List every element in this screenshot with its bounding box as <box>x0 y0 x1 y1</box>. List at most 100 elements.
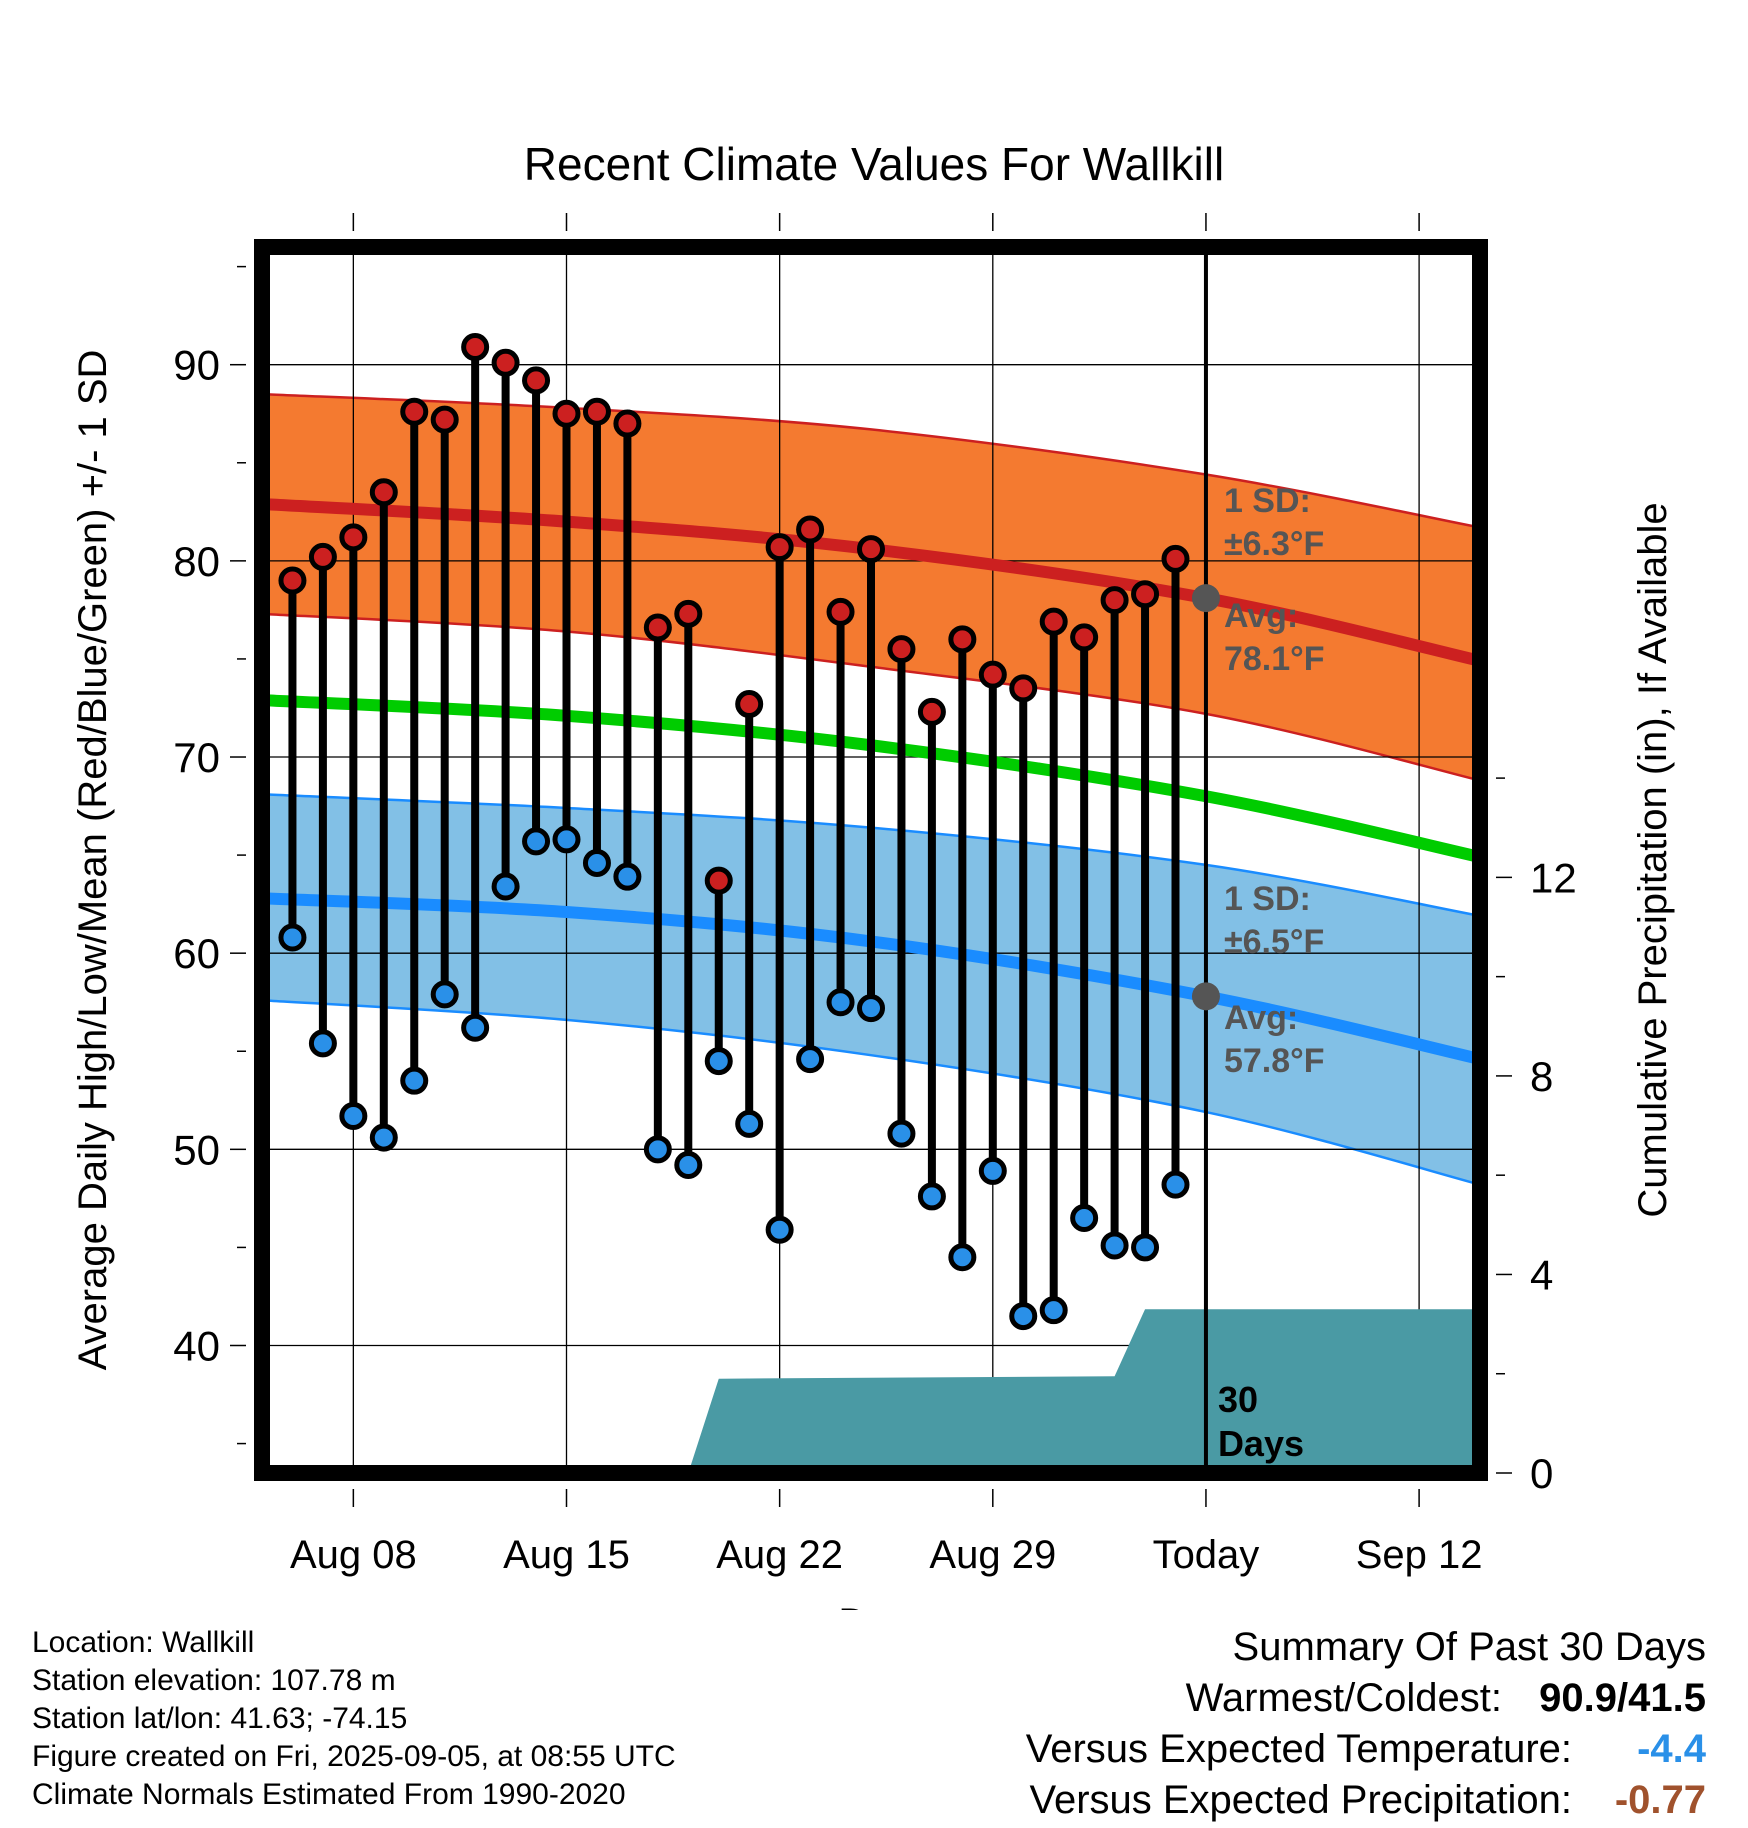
daily-high-point <box>552 399 581 428</box>
y-tick-label: 40 <box>173 1322 220 1369</box>
today-days-word: Days <box>1218 1423 1304 1464</box>
summary-title: Summary Of Past 30 Days <box>1232 1625 1706 1669</box>
summary-warm-cold: Warmest/Coldest: 90.9/41.5 <box>1026 1673 1706 1724</box>
y2-tick-label: 8 <box>1530 1053 1553 1100</box>
x-tick-label: Aug 08 <box>290 1533 417 1577</box>
daily-high-point <box>735 690 764 719</box>
x-tick-label: Sep 12 <box>1356 1533 1483 1577</box>
daily-low-point <box>1100 1231 1129 1260</box>
daily-low-point <box>674 1151 703 1180</box>
precip-anomaly-value: -0.77 <box>1614 1778 1706 1822</box>
daily-high-point <box>704 866 733 895</box>
daily-low-point <box>582 848 611 877</box>
daily-low-point <box>978 1156 1007 1185</box>
daily-low-point <box>400 1066 429 1095</box>
daily-low-point <box>613 862 642 891</box>
low-sd-value: ±6.5°F <box>1224 923 1324 961</box>
daily-low-point <box>1039 1296 1068 1325</box>
daily-low-point <box>461 1013 490 1042</box>
chart-title: Recent Climate Values For Wallkill <box>524 138 1224 190</box>
low-sd-label: 1 SD: <box>1224 880 1311 918</box>
y2-tick-label: 0 <box>1530 1450 1553 1497</box>
x-axis-label: Day <box>838 1601 909 1610</box>
daily-low-point <box>735 1109 764 1138</box>
daily-high-point <box>308 542 337 571</box>
normals-text: Climate Normals Estimated From 1990-2020 <box>32 1778 626 1811</box>
latlon-text: Station lat/lon: 41.63; -74.15 <box>32 1702 408 1735</box>
today-high-avg-marker <box>1191 584 1220 613</box>
daily-low-point <box>278 923 307 952</box>
daily-high-point <box>582 397 611 426</box>
x-tick-label: Aug 29 <box>929 1533 1056 1577</box>
today-days-number: 30 <box>1218 1379 1258 1420</box>
station-info: Location: Wallkill Station elevation: 10… <box>32 1624 676 1814</box>
daily-low-point <box>491 872 520 901</box>
daily-high-point <box>643 613 672 642</box>
low-avg-label: Avg: <box>1224 999 1298 1037</box>
created-text: Figure created on Fri, 2025-09-05, at 08… <box>32 1740 676 1773</box>
location-text: Location: Wallkill <box>32 1626 255 1659</box>
y-tick-label: 80 <box>173 538 220 585</box>
daily-high-point <box>857 535 885 564</box>
low-sd-lower-edge <box>262 999 1480 1186</box>
daily-high-point <box>978 660 1007 689</box>
daily-low-point <box>308 1029 337 1058</box>
daily-high-point <box>1070 623 1099 652</box>
temp-anomaly-label: Versus Expected Temperature: <box>1025 1727 1572 1771</box>
daily-high-point <box>917 697 946 726</box>
high-avg-value: 78.1°F <box>1224 640 1325 678</box>
today-low-avg-marker <box>1191 982 1220 1011</box>
daily-high-point <box>369 478 398 507</box>
high-sd-label: 1 SD: <box>1224 482 1311 520</box>
daily-high-point <box>613 409 642 438</box>
daily-high-point <box>1161 544 1190 573</box>
plot-frame <box>254 239 1488 1481</box>
daily-high-point <box>1009 674 1038 703</box>
daily-low-point <box>1131 1233 1160 1262</box>
high-sd-value: ±6.3°F <box>1224 525 1324 563</box>
daily-high-point <box>796 515 825 544</box>
temp-anomaly-value: -4.4 <box>1637 1727 1706 1771</box>
summary-panel: Summary Of Past 30 Days Warmest/Coldest:… <box>1026 1622 1706 1826</box>
y-tick-label: 50 <box>173 1126 220 1173</box>
y2-axis-label: Cumulative Precipitation (in), If Availa… <box>1631 502 1675 1217</box>
y-tick-label: 60 <box>173 930 220 977</box>
y2-tick-label: 12 <box>1530 854 1577 901</box>
precip-area <box>262 1309 1480 1473</box>
y-tick-label: 70 <box>173 734 220 781</box>
high-avg-label: Avg: <box>1224 597 1298 635</box>
warm-cold-label: Warmest/Coldest: <box>1185 1676 1502 1720</box>
daily-high-point <box>522 366 551 395</box>
daily-low-point <box>857 994 885 1023</box>
y-tick-label: 90 <box>173 342 220 389</box>
daily-low-point <box>339 1101 368 1130</box>
daily-high-point <box>1100 586 1129 615</box>
daily-high-point <box>491 348 520 377</box>
summary-temp: Versus Expected Temperature: -4.4 <box>1026 1724 1706 1775</box>
daily-high-point <box>278 566 307 595</box>
daily-high-point <box>430 405 459 434</box>
plot-area <box>262 247 1480 1473</box>
daily-low-point <box>948 1243 977 1272</box>
daily-high-point <box>887 635 916 664</box>
x-tick-label: Aug 15 <box>503 1533 630 1577</box>
daily-low-point <box>917 1182 946 1211</box>
daily-high-point <box>339 523 368 552</box>
precip-anomaly-label: Versus Expected Precipitation: <box>1029 1778 1572 1822</box>
daily-low-point <box>552 825 581 854</box>
daily-low-point <box>643 1135 672 1164</box>
daily-low-point <box>369 1123 398 1152</box>
y2-tick-label: 4 <box>1530 1251 1553 1298</box>
low-avg-value: 57.8°F <box>1224 1042 1325 1080</box>
daily-low-point <box>522 827 551 856</box>
daily-high-point <box>1131 580 1160 609</box>
daily-high-point <box>400 397 429 426</box>
y-axis-label: Average Daily High/Low/Mean (Red/Blue/Gr… <box>71 350 115 1371</box>
high-sd-upper-edge <box>262 392 1480 529</box>
summary-precip: Versus Expected Precipitation: -0.77 <box>1026 1775 1706 1826</box>
daily-low-point <box>887 1119 916 1148</box>
daily-low-point <box>1009 1302 1038 1331</box>
daily-low-point <box>1161 1170 1190 1199</box>
elevation-text: Station elevation: 107.78 m <box>32 1664 396 1697</box>
daily-high-point <box>826 597 855 626</box>
